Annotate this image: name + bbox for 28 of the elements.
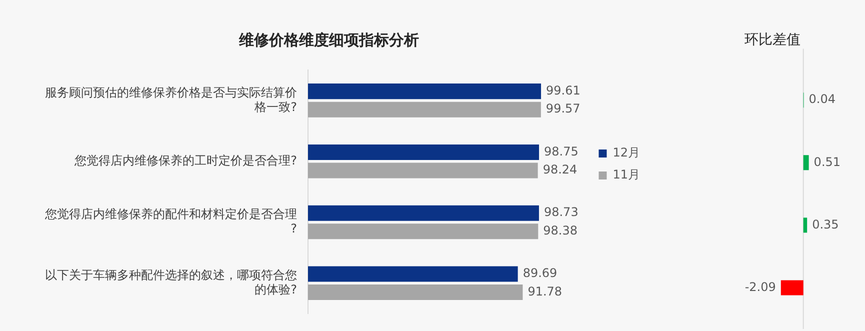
data-label: 98.73 bbox=[544, 205, 578, 220]
y-tick-label: 服务顾问预估的维修保养价格是否与实际结算价格一致? bbox=[45, 85, 297, 114]
data-label: 99.57 bbox=[546, 102, 580, 116]
y-tick-label: 您觉得店内维修保养的配件和材料定价是否合理? bbox=[44, 207, 297, 236]
legend-label: 11月 bbox=[612, 168, 640, 182]
data-label: 98.38 bbox=[543, 224, 578, 238]
y-tick-label: 您觉得店内维修保养的工时定价是否合理? bbox=[74, 153, 297, 168]
data-label: -2.09 bbox=[744, 280, 776, 294]
data-label: 0.35 bbox=[812, 217, 839, 232]
bar bbox=[308, 102, 541, 118]
data-label: 98.75 bbox=[544, 144, 578, 158]
data-label: 0.51 bbox=[814, 154, 841, 169]
data-label: 89.69 bbox=[522, 266, 558, 280]
bar bbox=[308, 284, 523, 300]
bar bbox=[308, 144, 540, 160]
bar bbox=[308, 224, 538, 240]
y-tick-label: 以下关于车辆多种配件选择的叙述，哪项符合您的体验? bbox=[45, 268, 297, 296]
data-label: 91.78 bbox=[528, 284, 562, 298]
bar bbox=[308, 84, 542, 100]
chart-title: 环比差值 bbox=[744, 32, 800, 48]
legend-label: 12月 bbox=[612, 146, 640, 160]
data-label: 98.24 bbox=[542, 162, 578, 177]
chart-title: 维修价格维度细项指标分析 bbox=[238, 30, 419, 49]
bar bbox=[308, 205, 539, 221]
bar bbox=[308, 162, 538, 178]
data-label: 99.61 bbox=[546, 83, 580, 98]
bar bbox=[308, 266, 518, 282]
data-label: 0.04 bbox=[808, 92, 836, 106]
